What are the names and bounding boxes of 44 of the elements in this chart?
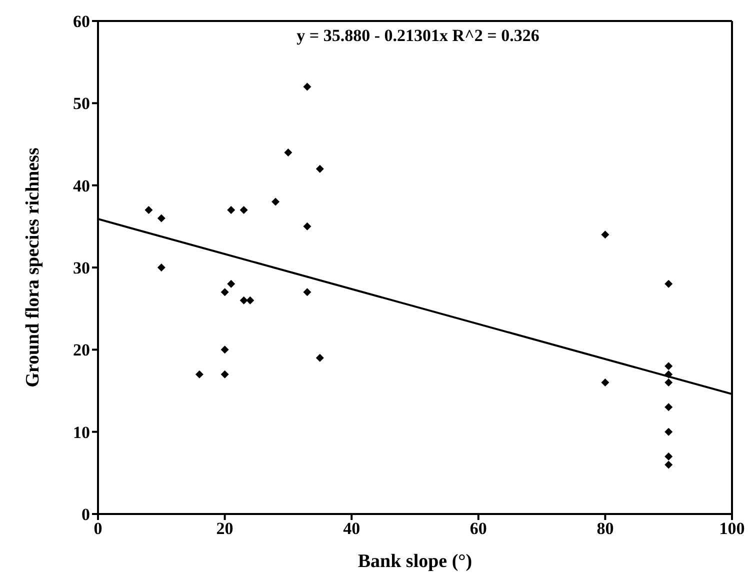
y-tick-label: 50 — [73, 94, 90, 114]
point — [303, 82, 312, 91]
point — [195, 370, 204, 378]
point — [303, 222, 312, 230]
y-axis-title: Ground flora species richness — [22, 148, 44, 388]
y-tick-label: 30 — [73, 258, 90, 278]
point — [144, 206, 153, 214]
point — [240, 296, 248, 304]
y-tick-label: 60 — [73, 12, 90, 32]
x-tick-label: 80 — [596, 519, 614, 538]
point — [664, 378, 673, 387]
point — [246, 296, 254, 304]
x-axis-title: Bank slope (°) — [358, 551, 472, 572]
point — [272, 198, 280, 206]
annotation: y = 35.880 - 0.21301x R^2 = 0.326 — [296, 26, 540, 46]
point — [284, 148, 292, 156]
y-tick-label: 20 — [73, 340, 90, 360]
x-tick-label: 0 — [94, 519, 102, 538]
x-tick-label: 20 — [216, 519, 234, 538]
point — [157, 264, 166, 272]
point — [664, 280, 673, 288]
point — [601, 378, 610, 387]
point — [664, 428, 673, 436]
point — [664, 452, 673, 460]
x-tick-label: 60 — [470, 519, 487, 538]
point — [316, 164, 324, 173]
point — [227, 206, 236, 214]
point — [157, 214, 166, 222]
point — [220, 370, 229, 378]
point — [220, 346, 229, 354]
point — [316, 354, 324, 362]
point — [601, 230, 610, 239]
y-tick-label: 10 — [73, 422, 90, 442]
point — [664, 403, 673, 412]
y-tick-label: 40 — [73, 176, 90, 196]
point — [664, 362, 673, 370]
point — [240, 206, 248, 214]
y-tick-label: 0 — [82, 505, 90, 524]
point — [220, 288, 229, 296]
point — [303, 288, 312, 296]
x-tick-label: 40 — [343, 519, 360, 538]
x-tick-label: 100 — [719, 519, 745, 538]
point — [664, 460, 673, 469]
point — [227, 280, 236, 288]
